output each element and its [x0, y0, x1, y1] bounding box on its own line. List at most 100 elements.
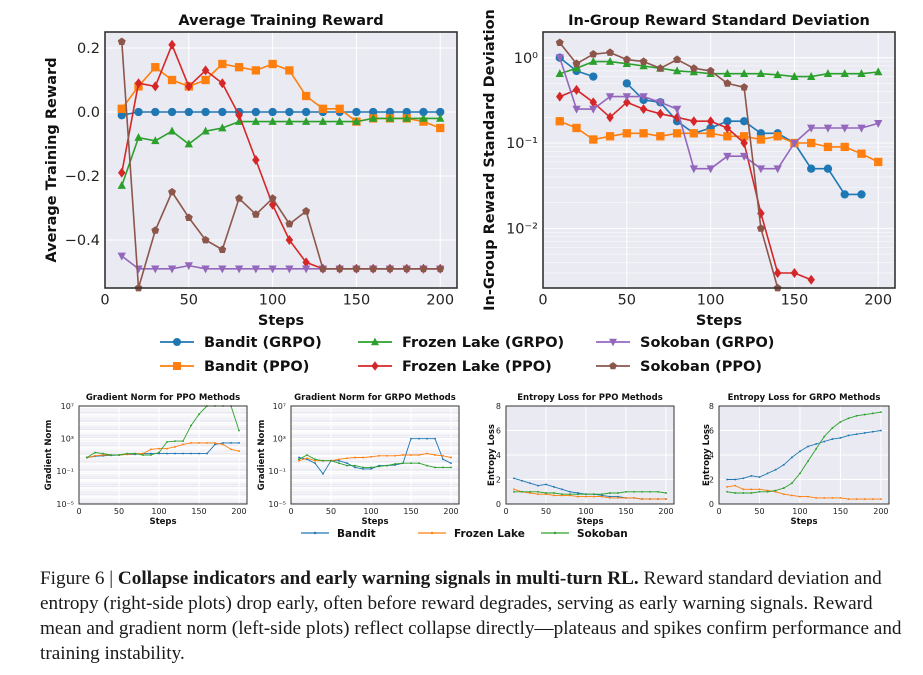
data-point — [182, 440, 184, 443]
y-tick-label: −0.2 — [65, 169, 100, 185]
x-tick-label: 0 — [716, 507, 721, 516]
data-point — [553, 492, 555, 494]
data-point — [117, 111, 126, 120]
data-point — [807, 164, 816, 173]
y-tick-label: 10⁻¹ — [56, 467, 74, 476]
data-point — [756, 135, 766, 144]
x-tick-label: 150 — [403, 507, 418, 516]
chart-1: 0 50 100 150 200 −0.4 −0.2 0.0 0.2 Average Traini… — [44, 13, 458, 329]
x-tick-label: 0 — [288, 507, 293, 516]
data-point — [201, 126, 210, 135]
data-point — [352, 264, 361, 273]
data-point — [561, 488, 563, 491]
data-point — [740, 138, 748, 149]
data-point — [750, 492, 753, 494]
series-sokoban — [513, 490, 667, 496]
data-point — [134, 78, 143, 89]
x-tick-label: 150 — [618, 507, 633, 516]
data-point — [434, 466, 436, 469]
chart-title: In-Group Reward Standard Deviation — [568, 13, 870, 29]
legend-marker — [173, 362, 181, 370]
legend-label: Frozen Lake — [454, 528, 525, 540]
data-point — [874, 67, 883, 76]
data-point — [450, 462, 452, 465]
x-tick-label: 0 — [100, 293, 109, 309]
legend-item: Frozen Lake (PPO) — [358, 359, 552, 375]
legend-label: Bandit — [337, 528, 376, 540]
data-point — [268, 107, 277, 117]
data-point — [410, 437, 412, 440]
data-point — [206, 442, 208, 444]
data-point — [601, 493, 603, 496]
data-point — [807, 495, 809, 498]
data-point — [673, 55, 682, 63]
data-point — [198, 452, 200, 455]
y-tick-label: 10³ — [61, 434, 74, 443]
data-point — [370, 467, 372, 470]
data-point — [589, 49, 598, 58]
data-point — [218, 123, 227, 132]
data-point — [335, 117, 344, 125]
data-point — [589, 135, 598, 144]
data-point — [790, 456, 793, 459]
y-tick-label: 10³ — [273, 434, 286, 443]
data-point — [402, 113, 411, 122]
data-point — [174, 440, 176, 443]
data-point — [823, 142, 833, 152]
caption-body: Reward standard deviation and entropy (r… — [40, 568, 902, 664]
data-point — [641, 498, 643, 501]
data-point — [649, 498, 651, 501]
data-point — [577, 495, 579, 498]
x-axis-label: Steps — [696, 313, 742, 329]
data-point — [855, 433, 858, 436]
data-point — [622, 129, 631, 138]
data-point — [839, 436, 842, 439]
data-point — [268, 194, 277, 202]
data-point — [251, 107, 261, 117]
x-tick-label: 150 — [833, 507, 848, 516]
data-point — [774, 468, 777, 471]
data-point — [306, 457, 308, 460]
series-line — [559, 57, 879, 170]
y-tick-label: 10⁰ — [514, 51, 538, 67]
data-point — [879, 498, 882, 501]
data-point — [790, 139, 799, 148]
data-point — [639, 129, 648, 138]
data-point — [855, 414, 858, 417]
data-point — [134, 452, 136, 455]
legend-item: Bandit (PPO) — [160, 359, 309, 375]
data-point — [378, 465, 380, 468]
data-point — [442, 454, 444, 457]
data-point — [641, 490, 643, 493]
data-point — [151, 63, 160, 72]
x-tick-label: 0 — [538, 293, 547, 309]
data-point — [418, 454, 420, 456]
y-tick-label: 8 — [709, 402, 714, 411]
data-point — [513, 477, 515, 480]
data-point — [362, 467, 364, 470]
data-point — [402, 264, 411, 273]
data-point — [657, 498, 659, 501]
data-point — [362, 466, 364, 469]
data-point — [385, 264, 394, 273]
data-point — [756, 224, 765, 232]
data-point — [410, 454, 412, 456]
data-point — [117, 181, 126, 189]
legend-item: Sokoban (GRPO) — [596, 335, 774, 351]
data-point — [184, 213, 193, 221]
data-point — [450, 466, 452, 469]
data-point — [734, 478, 737, 481]
legend-marker — [553, 531, 557, 535]
data-point — [436, 123, 445, 133]
data-point — [734, 492, 737, 494]
data-point — [605, 93, 615, 102]
x-tick-label: 100 — [792, 507, 807, 516]
y-tick-label: 0 — [709, 500, 714, 509]
data-point — [545, 483, 547, 486]
x-tick-label: 200 — [658, 507, 673, 516]
data-point — [182, 443, 184, 446]
data-point — [840, 142, 849, 152]
data-point — [790, 494, 793, 497]
data-point — [214, 442, 216, 444]
data-point — [799, 495, 801, 498]
